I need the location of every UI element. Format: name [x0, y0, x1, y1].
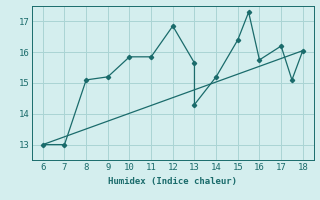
X-axis label: Humidex (Indice chaleur): Humidex (Indice chaleur)	[108, 177, 237, 186]
